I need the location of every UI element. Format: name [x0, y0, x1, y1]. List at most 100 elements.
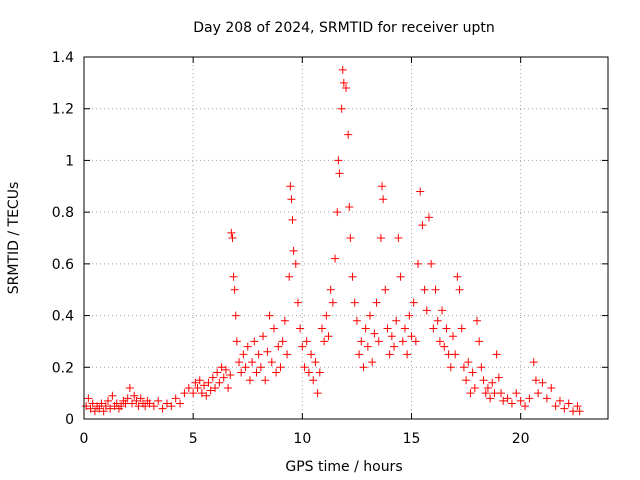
axis-ticks — [83, 56, 608, 420]
data-point — [418, 221, 427, 230]
data-points — [82, 65, 584, 416]
data-point — [348, 272, 357, 281]
data-point — [357, 337, 366, 346]
data-point — [130, 391, 139, 400]
data-point — [296, 324, 305, 333]
data-point — [298, 342, 307, 351]
y-tick-label: 0.2 — [52, 360, 74, 376]
data-point — [302, 337, 311, 346]
data-point — [261, 376, 270, 385]
x-tick-label: 5 — [189, 431, 198, 447]
data-point — [551, 402, 560, 411]
data-point — [195, 376, 204, 385]
data-point — [206, 386, 215, 395]
data-point — [392, 316, 401, 325]
data-point — [352, 316, 361, 325]
data-point — [256, 363, 265, 372]
y-tick-label: 0 — [65, 412, 74, 428]
data-point — [132, 396, 141, 405]
data-point — [189, 389, 198, 398]
data-point — [521, 402, 530, 411]
data-point — [128, 399, 137, 408]
data-point — [231, 311, 240, 320]
data-point — [86, 404, 95, 413]
grid — [84, 57, 608, 419]
x-tick-label: 0 — [80, 431, 89, 447]
data-point — [368, 358, 377, 367]
data-point — [276, 363, 285, 372]
x-tick-label: 10 — [293, 431, 311, 447]
data-point — [442, 324, 451, 333]
data-point — [338, 65, 347, 74]
data-point — [229, 272, 238, 281]
data-point — [320, 337, 329, 346]
data-point — [317, 324, 326, 333]
data-point — [125, 383, 134, 392]
data-point — [503, 394, 512, 403]
data-point — [429, 324, 438, 333]
data-point — [149, 402, 158, 411]
data-point — [350, 298, 359, 307]
y-tick-label: 1.4 — [52, 50, 74, 66]
data-point — [117, 402, 126, 411]
data-point — [226, 371, 235, 380]
data-point — [494, 373, 503, 382]
data-point — [265, 311, 274, 320]
data-point — [339, 78, 348, 87]
data-point — [228, 234, 237, 242]
data-point — [283, 350, 292, 359]
data-point — [459, 363, 468, 372]
data-point — [154, 396, 163, 405]
data-point — [560, 404, 569, 413]
chart-title: Day 208 of 2024, SRMTID for receiver upt… — [193, 20, 495, 36]
data-point — [104, 396, 113, 405]
data-point — [208, 373, 217, 382]
data-point — [337, 104, 346, 113]
data-point — [555, 396, 564, 405]
data-point — [324, 332, 333, 341]
data-point — [427, 259, 436, 268]
data-point — [359, 363, 368, 372]
data-point — [346, 234, 355, 242]
data-point — [162, 399, 171, 408]
data-point — [464, 358, 473, 367]
data-point — [293, 298, 302, 307]
data-point — [193, 383, 202, 392]
data-point — [202, 391, 211, 400]
data-point — [575, 407, 584, 416]
data-point — [106, 404, 115, 413]
data-point — [280, 316, 289, 325]
data-point — [396, 272, 405, 281]
plot-frame — [83, 56, 609, 420]
data-point — [84, 394, 93, 403]
data-point — [468, 368, 477, 377]
data-point — [342, 84, 350, 93]
data-point — [224, 383, 233, 392]
data-point — [433, 316, 442, 325]
data-point — [451, 350, 460, 359]
data-point — [200, 381, 209, 390]
data-point — [379, 195, 388, 204]
x-tick-labels: 0 5 10 15 20 — [80, 431, 530, 447]
data-point — [414, 259, 423, 268]
data-point — [363, 342, 372, 351]
data-point — [462, 376, 471, 385]
data-point — [361, 324, 370, 333]
data-point — [497, 389, 506, 398]
data-point — [488, 378, 497, 387]
data-point — [516, 396, 525, 405]
data-point — [466, 389, 475, 398]
data-point — [385, 350, 394, 359]
data-point — [416, 187, 425, 196]
data-point — [108, 391, 117, 400]
data-point — [291, 259, 300, 268]
data-point — [171, 394, 180, 403]
data-point — [112, 399, 121, 408]
data-point — [315, 368, 324, 377]
data-point — [424, 213, 433, 222]
data-point — [378, 182, 387, 191]
data-point — [307, 350, 316, 359]
data-point — [335, 169, 344, 178]
data-point — [300, 363, 309, 372]
